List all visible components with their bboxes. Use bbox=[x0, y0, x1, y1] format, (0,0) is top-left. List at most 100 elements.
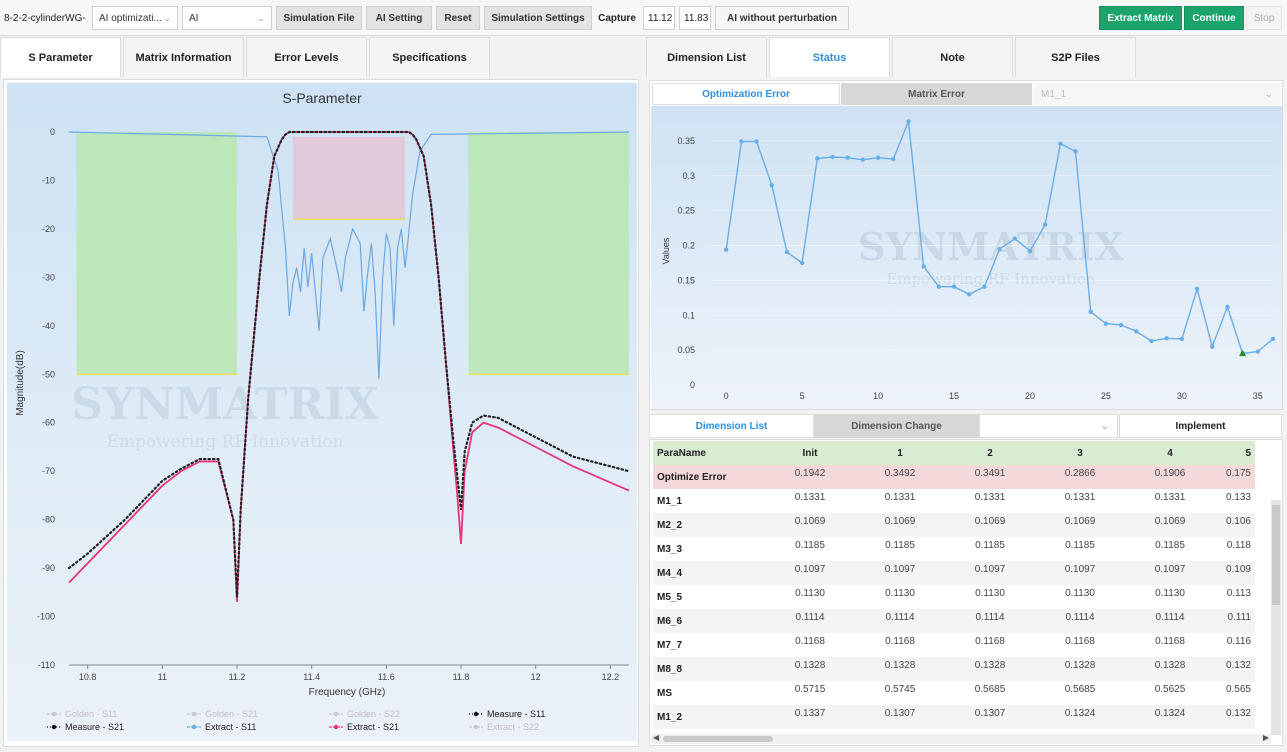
value-cell: 0.1185 bbox=[1065, 540, 1095, 551]
mask-region bbox=[76, 132, 237, 375]
data-point bbox=[951, 284, 957, 289]
value-cell: 0.1337 bbox=[765, 705, 855, 729]
value-cell: 0.5745 bbox=[884, 684, 916, 695]
tab-dimension-list[interactable]: Dimension List bbox=[646, 37, 767, 77]
extract-matrix-button[interactable]: Extract Matrix bbox=[1099, 6, 1182, 30]
value-cell: 0.5625 bbox=[1154, 684, 1186, 695]
value-cell: 0.133 bbox=[1225, 492, 1251, 503]
table-row[interactable]: M2_2 0.1069 0.1069 0.1069 0.1069 0.1069 0.106 bbox=[653, 513, 1255, 537]
data-point bbox=[1103, 321, 1109, 326]
capture-to-input[interactable]: 11.83 bbox=[679, 6, 711, 30]
y-tick-label: 0.3 bbox=[682, 171, 695, 181]
tab-specifications[interactable]: Specifications bbox=[369, 37, 490, 77]
table-row[interactable]: M6_6 0.1114 0.1114 0.1114 0.1114 0.1114 0.111 bbox=[653, 609, 1255, 633]
optimization-error-chart: SYNMATRIX Empowering RF Innovation 0 0.05… bbox=[661, 119, 1276, 401]
best-point-marker bbox=[1239, 349, 1247, 357]
tab-dimension-change[interactable]: Dimension Change bbox=[814, 414, 979, 438]
table-row[interactable]: M8_8 0.1328 0.1328 0.1328 0.1328 0.1328 0.132 bbox=[653, 657, 1255, 681]
table-row[interactable]: M3_3 0.1185 0.1185 0.1185 0.1185 0.1185 0.118 bbox=[653, 537, 1255, 561]
scroll-right-icon[interactable]: ▶ bbox=[1262, 733, 1269, 742]
x-tick-label: 10.8 bbox=[79, 672, 97, 682]
table-row[interactable]: M5_5 0.1130 0.1130 0.1130 0.1130 0.1130 0.113 bbox=[653, 585, 1255, 609]
dimension-table: ParaName Init 1 2 3 4 5 Optimize Error 0.… bbox=[653, 441, 1255, 729]
table-row[interactable]: M1_2 0.1337 0.1307 0.1307 0.1324 0.1324 0.132 bbox=[653, 705, 1255, 729]
legend-label: Measure - S21 bbox=[65, 722, 124, 732]
implement-button[interactable]: Implement bbox=[1119, 414, 1282, 438]
value-cell: 0.1324 bbox=[1035, 705, 1125, 729]
legend-label: Measure - S11 bbox=[487, 709, 545, 719]
value-cell: 0.5685 bbox=[974, 684, 1006, 695]
tab-s2p-files[interactable]: S2P Files bbox=[1015, 37, 1136, 77]
value-cell: 0.1331 bbox=[794, 492, 826, 503]
value-cell: 0.1168 bbox=[795, 636, 825, 647]
ai-setting-button[interactable]: AI Setting bbox=[366, 6, 432, 30]
legend-item-golden-s11[interactable]: Golden - S11 bbox=[47, 709, 117, 719]
legend-item-extract-s11[interactable]: Extract - S11 bbox=[187, 722, 256, 732]
column-header: Init bbox=[765, 441, 855, 465]
stop-button[interactable]: Stop bbox=[1246, 6, 1282, 30]
tab-s-parameter[interactable]: S Parameter bbox=[0, 37, 121, 77]
x-tick-label: 10 bbox=[873, 391, 883, 401]
table-row[interactable]: M1_1 0.1331 0.1331 0.1331 0.1331 0.1331 0.133 bbox=[653, 489, 1255, 513]
element-select[interactable]: M1_1 ⌄ bbox=[1033, 83, 1281, 105]
value-cell: 0.1307 bbox=[945, 705, 1035, 729]
value-cell: 0.118 bbox=[1226, 540, 1251, 551]
scroll-thumb[interactable] bbox=[663, 736, 773, 742]
value-cell: 0.1168 bbox=[885, 636, 915, 647]
ai-without-perturbation-button[interactable]: AI without perturbation bbox=[715, 6, 849, 30]
data-point bbox=[830, 154, 835, 160]
table-row[interactable]: Optimize Error 0.1942 0.3492 0.3491 0.2866 0.… bbox=[653, 465, 1255, 489]
data-point bbox=[860, 157, 866, 162]
legend-item-golden-s21[interactable]: Golden - S21 bbox=[187, 709, 258, 719]
tab-dimension-list-sub[interactable]: Dimension List bbox=[649, 414, 814, 438]
legend-label: Extract - S11 bbox=[205, 722, 256, 732]
legend-item-golden-s22[interactable]: Golden - S22 bbox=[329, 709, 400, 719]
tab-matrix-information[interactable]: Matrix Information bbox=[123, 37, 244, 77]
vertical-scrollbar[interactable] bbox=[1271, 500, 1281, 735]
simulation-settings-button[interactable]: Simulation Settings bbox=[484, 6, 592, 30]
mode-select[interactable]: AI optimizati... ⌄ bbox=[92, 6, 178, 30]
legend-item-extract-s22[interactable]: Extract - S22 bbox=[469, 722, 539, 732]
y-tick-label: 0.1 bbox=[682, 310, 695, 320]
tab-optimization-error[interactable]: Optimization Error bbox=[652, 83, 840, 105]
y-tick-label: -80 bbox=[42, 515, 55, 525]
data-point bbox=[1194, 286, 1200, 291]
tab-status[interactable]: Status bbox=[769, 37, 890, 77]
legend-item-measure-s11[interactable]: Measure - S11 bbox=[469, 709, 545, 719]
scroll-left-icon[interactable]: ◀ bbox=[653, 733, 660, 742]
legend-item-measure-s21[interactable]: Measure - S21 bbox=[47, 722, 124, 732]
data-point bbox=[1073, 149, 1078, 154]
value-cell: 0.175 bbox=[1215, 465, 1255, 489]
scroll-thumb[interactable] bbox=[1272, 505, 1280, 605]
y-tick-label: -60 bbox=[42, 418, 55, 428]
data-point bbox=[921, 264, 926, 269]
watermark-brand: SYNMATRIX bbox=[71, 379, 380, 430]
param-name-cell: M7_7 bbox=[657, 639, 683, 651]
data-point bbox=[1179, 336, 1185, 342]
value-cell: 0.2866 bbox=[1035, 465, 1125, 489]
value-cell: 0.1097 bbox=[945, 561, 1035, 585]
table-row[interactable]: M7_7 0.1168 0.1168 0.1168 0.1168 0.1168 0.116 bbox=[653, 633, 1255, 657]
capture-from-input[interactable]: 11.12 bbox=[643, 6, 675, 30]
simulation-file-button[interactable]: Simulation File bbox=[276, 6, 362, 30]
value-cell: 0.1331 bbox=[1154, 492, 1186, 503]
data-point bbox=[1118, 322, 1124, 328]
data-point bbox=[1164, 336, 1169, 341]
y-tick-label: -10 bbox=[42, 175, 55, 185]
table-row[interactable]: MS 0.5715 0.5745 0.5685 0.5685 0.5625 0.565 bbox=[653, 681, 1255, 705]
reset-button[interactable]: Reset bbox=[436, 6, 480, 30]
value-cell: 0.1114 bbox=[855, 609, 945, 633]
x-tick-label: 30 bbox=[1177, 391, 1187, 401]
tab-note[interactable]: Note bbox=[892, 37, 1013, 77]
legend-marker bbox=[473, 711, 479, 717]
continue-button[interactable]: Continue bbox=[1184, 6, 1244, 30]
legend-item-extract-s21[interactable]: Extract - S21 bbox=[329, 722, 399, 732]
data-point bbox=[1210, 344, 1215, 349]
table-row[interactable]: M4_4 0.1097 0.1097 0.1097 0.1097 0.1097 0.109 bbox=[653, 561, 1255, 585]
dimension-select[interactable]: ⌄ bbox=[979, 414, 1118, 438]
engine-select[interactable]: AI ⌄ bbox=[182, 6, 272, 30]
tab-matrix-error[interactable]: Matrix Error bbox=[841, 83, 1032, 105]
horizontal-scrollbar[interactable]: ◀ ▶ bbox=[651, 733, 1271, 744]
y-tick-label: -40 bbox=[42, 321, 55, 331]
tab-error-levels[interactable]: Error Levels bbox=[246, 37, 367, 77]
